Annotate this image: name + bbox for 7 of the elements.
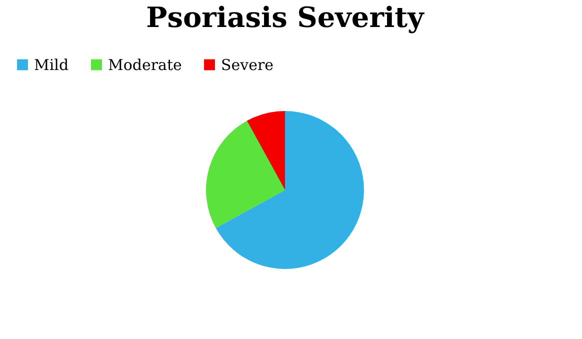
legend-label: Severe	[221, 56, 274, 74]
chart-title: Psoriasis Severity	[146, 1, 425, 34]
pie-slice	[216, 111, 364, 269]
pie-slice	[206, 120, 285, 228]
legend-label: Moderate	[108, 56, 182, 74]
pie-slice	[246, 111, 285, 190]
legend-label: Mild	[34, 56, 69, 74]
